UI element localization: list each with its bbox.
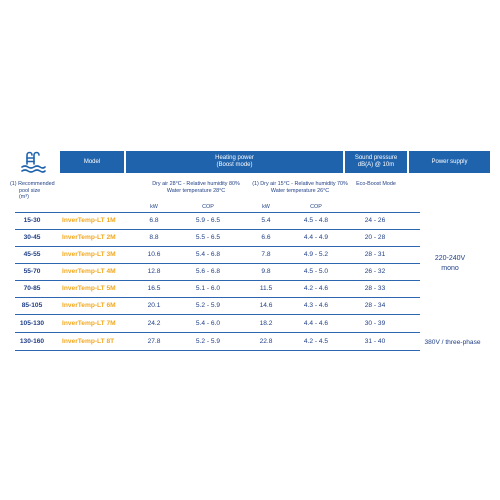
cop2-value: 4.5 - 5.0 (303, 268, 329, 275)
db-value: 20 - 28 (364, 234, 386, 241)
condition-2-label: (1) Dry air 15°C - Relative humidity 70%… (252, 181, 348, 194)
row-divider (15, 297, 420, 298)
supply-mono: 220-240V mono (434, 255, 466, 272)
kw1-value: 20.1 (147, 302, 161, 309)
model-name: InverTemp-LT 3M (62, 251, 116, 258)
kw1-label: kW (150, 204, 158, 210)
pool-size-label: (1) Recommended pool size (m³) (10, 181, 55, 200)
kw2-value: 7.8 (261, 251, 271, 258)
row-divider (15, 314, 420, 315)
kw1-value: 27.8 (147, 338, 161, 345)
cop1-value: 5.2 - 5.9 (195, 302, 221, 309)
model-name: InverTemp-LT 2M (62, 234, 116, 241)
cop1-value: 5.9 - 6.5 (195, 217, 221, 224)
cop2-value: 4.4 - 4.6 (303, 320, 329, 327)
row-divider (15, 212, 420, 213)
header-power-supply: Power supply (409, 151, 490, 173)
cop2-value: 4.3 - 4.6 (303, 302, 329, 309)
kw2-value: 5.4 (261, 217, 271, 224)
model-name: InverTemp-LT 8T (62, 338, 115, 345)
pool-size: 70-85 (23, 285, 41, 292)
pool-size: 45-55 (23, 251, 41, 258)
row-divider (15, 350, 420, 351)
row-divider (15, 332, 420, 333)
cop1-value: 5.4 - 6.8 (195, 251, 221, 258)
kw2-value: 11.5 (259, 285, 273, 292)
kw1-value: 16.5 (147, 285, 161, 292)
db-value: 28 - 33 (364, 285, 386, 292)
db-value: 24 - 26 (364, 217, 386, 224)
pool-size: 55-70 (23, 268, 41, 275)
kw2-value: 9.8 (261, 268, 271, 275)
kw2-value: 18.2 (259, 320, 273, 327)
pool-ladder-icon (20, 150, 46, 174)
cop1-value: 5.1 - 6.0 (195, 285, 221, 292)
cop2-value: 4.4 - 4.9 (303, 234, 329, 241)
header-heating-power: Heating power (Boost mode) (126, 151, 343, 173)
model-name: InverTemp-LT 7M (62, 320, 116, 327)
kw1-value: 12.8 (147, 268, 161, 275)
cop2-value: 4.2 - 4.5 (303, 338, 329, 345)
kw1-value: 24.2 (147, 320, 161, 327)
kw2-value: 14.6 (259, 302, 273, 309)
row-divider (15, 246, 420, 247)
pool-size: 15-30 (23, 217, 41, 224)
pool-size: 130-160 (19, 338, 45, 345)
model-name: InverTemp-LT 1M (62, 217, 116, 224)
pool-size: 30-45 (23, 234, 41, 241)
cop2-value: 4.9 - 5.2 (303, 251, 329, 258)
cop1-value: 5.4 - 6.0 (195, 320, 221, 327)
condition-1-label: Dry air 28°C - Relative humidity 80% Wat… (152, 181, 240, 194)
model-name: InverTemp-LT 5M (62, 285, 116, 292)
kw2-label: kW (262, 204, 270, 210)
cop1-value: 5.6 - 6.8 (195, 268, 221, 275)
db-value: 28 - 34 (364, 302, 386, 309)
db-value: 30 - 39 (364, 320, 386, 327)
header-sound-pressure: Sound pressure dB(A) @ 10m (345, 151, 407, 173)
cop2-value: 4.2 - 4.6 (303, 285, 329, 292)
db-value: 31 - 40 (364, 338, 386, 345)
pool-size: 105-130 (19, 320, 45, 327)
kw1-value: 8.8 (149, 234, 159, 241)
kw1-value: 6.8 (149, 217, 159, 224)
row-divider (15, 280, 420, 281)
header-model: Model (60, 151, 124, 173)
cop1-label: COP (202, 204, 214, 210)
cop2-label: COP (310, 204, 322, 210)
db-value: 28 - 31 (364, 251, 386, 258)
pool-size: 85-105 (21, 302, 43, 309)
row-divider (15, 229, 420, 230)
kw2-value: 22.8 (259, 338, 273, 345)
cop1-value: 5.2 - 5.9 (195, 338, 221, 345)
cop1-value: 5.5 - 6.5 (195, 234, 221, 241)
db-value: 26 - 32 (364, 268, 386, 275)
row-divider (15, 263, 420, 264)
kw1-value: 10.6 (147, 251, 161, 258)
supply-three-phase: 380V / three-phase (424, 339, 481, 346)
eco-boost-label: Eco-Boost Mode (356, 181, 396, 187)
model-name: InverTemp-LT 4M (62, 268, 116, 275)
cop2-value: 4.5 - 4.8 (303, 217, 329, 224)
kw2-value: 6.6 (261, 234, 271, 241)
model-name: InverTemp-LT 6M (62, 302, 116, 309)
